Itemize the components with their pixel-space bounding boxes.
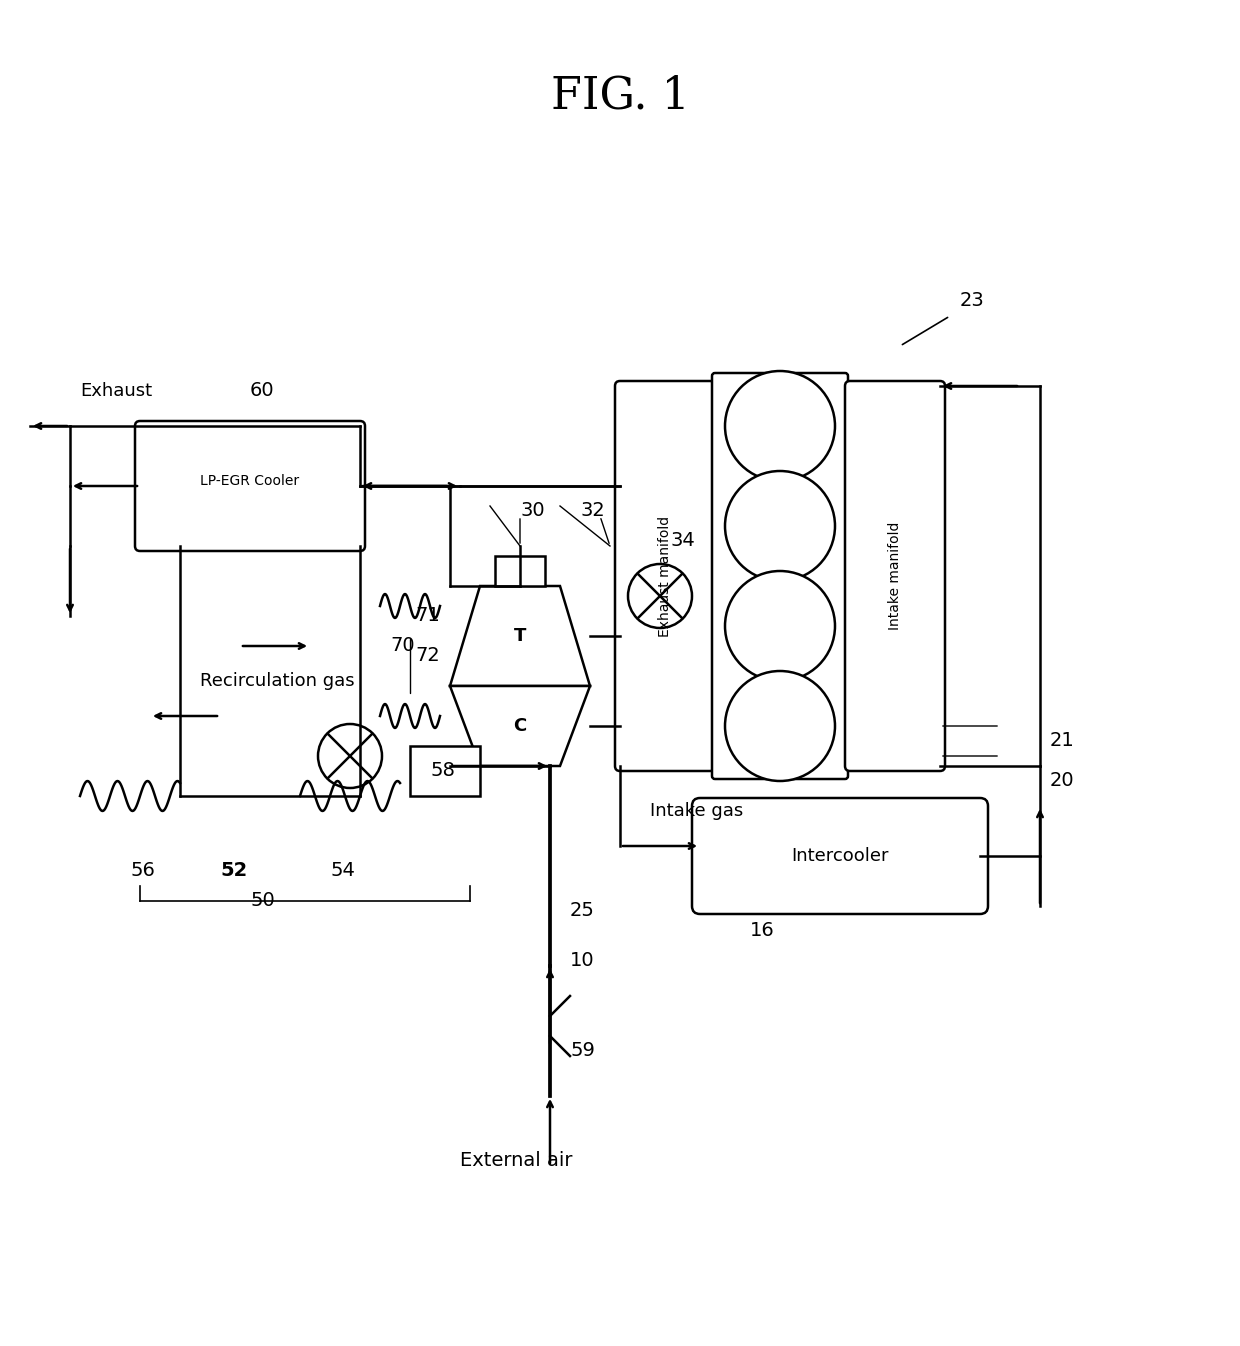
Text: 56: 56 bbox=[130, 861, 155, 880]
Text: 10: 10 bbox=[570, 952, 595, 970]
Text: 23: 23 bbox=[960, 291, 985, 310]
Text: 20: 20 bbox=[1050, 771, 1075, 790]
Text: 52: 52 bbox=[219, 861, 247, 880]
Bar bbox=[410, 746, 480, 795]
Bar bbox=[495, 556, 546, 586]
Text: Exhaust: Exhaust bbox=[81, 382, 153, 400]
Text: Recirculation gas: Recirculation gas bbox=[200, 672, 355, 690]
FancyBboxPatch shape bbox=[844, 381, 945, 771]
Circle shape bbox=[317, 724, 382, 787]
Text: 34: 34 bbox=[670, 532, 694, 551]
Text: Intake gas: Intake gas bbox=[650, 802, 743, 820]
Text: 71: 71 bbox=[415, 606, 440, 625]
Text: T: T bbox=[513, 627, 526, 645]
Text: FIG. 1: FIG. 1 bbox=[551, 74, 689, 117]
Text: 16: 16 bbox=[750, 921, 775, 940]
Text: 21: 21 bbox=[1050, 731, 1075, 750]
Text: Exhaust manifold: Exhaust manifold bbox=[658, 516, 672, 637]
FancyBboxPatch shape bbox=[692, 798, 988, 914]
Circle shape bbox=[725, 371, 835, 481]
Text: 50: 50 bbox=[250, 891, 275, 910]
Text: 60: 60 bbox=[250, 381, 274, 400]
Text: External air: External air bbox=[460, 1151, 573, 1170]
FancyBboxPatch shape bbox=[615, 381, 715, 771]
Text: 59: 59 bbox=[570, 1040, 595, 1061]
Text: Intercooler: Intercooler bbox=[791, 847, 889, 865]
Text: 54: 54 bbox=[330, 861, 355, 880]
Circle shape bbox=[725, 672, 835, 781]
Circle shape bbox=[725, 571, 835, 681]
FancyBboxPatch shape bbox=[135, 421, 365, 551]
FancyBboxPatch shape bbox=[712, 373, 848, 779]
Text: 72: 72 bbox=[415, 646, 440, 665]
Text: 32: 32 bbox=[580, 501, 605, 520]
Text: 25: 25 bbox=[570, 900, 595, 921]
Text: LP-EGR Cooler: LP-EGR Cooler bbox=[201, 474, 300, 489]
Text: 30: 30 bbox=[520, 501, 544, 520]
Text: 58: 58 bbox=[430, 760, 455, 779]
Text: Intake manifold: Intake manifold bbox=[888, 522, 901, 630]
Polygon shape bbox=[450, 686, 590, 766]
Text: C: C bbox=[513, 717, 527, 735]
Polygon shape bbox=[450, 586, 590, 686]
Circle shape bbox=[627, 564, 692, 629]
Text: 70: 70 bbox=[391, 637, 414, 656]
Circle shape bbox=[725, 471, 835, 581]
